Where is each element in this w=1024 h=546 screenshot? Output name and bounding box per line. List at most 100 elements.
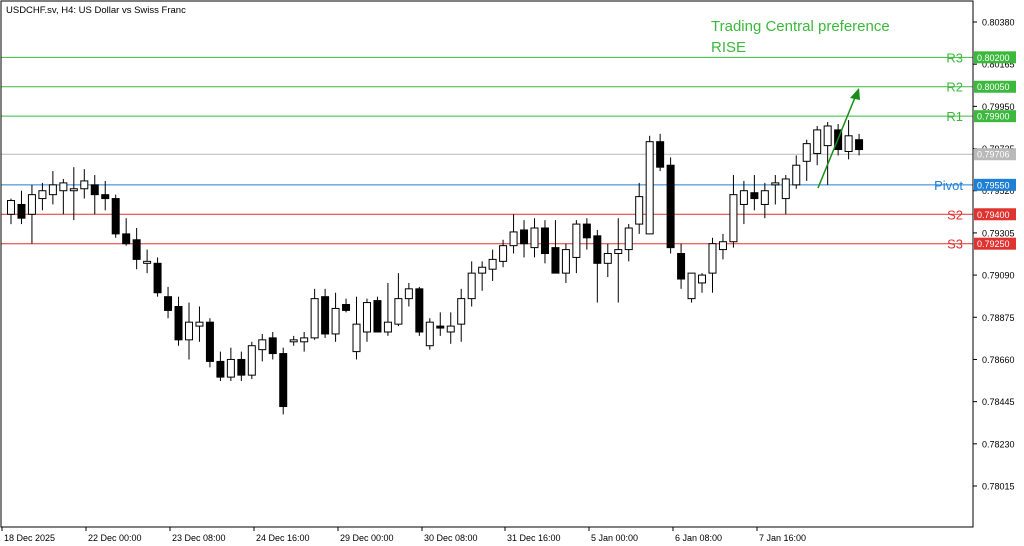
candle <box>80 169 89 199</box>
candle <box>383 282 392 336</box>
candle <box>792 155 801 189</box>
candle-body <box>781 178 790 200</box>
candle <box>279 347 288 415</box>
candle-body <box>855 139 864 151</box>
candle <box>69 167 78 221</box>
y-tick-label: 0.78660 <box>982 355 1015 365</box>
candle-body <box>69 188 78 192</box>
candle <box>467 261 476 307</box>
level-price-tag <box>974 237 1016 250</box>
candle <box>708 237 717 293</box>
candle <box>603 243 612 278</box>
candle <box>718 233 727 260</box>
candle-body <box>771 182 780 186</box>
candle-body <box>467 272 476 300</box>
candle-body <box>174 305 183 341</box>
candle <box>300 331 309 352</box>
candle <box>446 312 455 344</box>
candle-body <box>708 243 717 274</box>
candle-body <box>792 164 801 186</box>
candle-body <box>321 296 330 335</box>
candle-body <box>729 194 738 243</box>
candle <box>561 243 570 283</box>
candle <box>530 218 539 258</box>
current-price-label: 0.79706 <box>977 150 1010 160</box>
x-tick-label: 31 Dec 16:00 <box>507 533 561 543</box>
y-tick-label: 0.79305 <box>982 228 1015 238</box>
candle-body <box>844 135 853 152</box>
candle-body <box>164 296 173 311</box>
level-price-label: 0.79250 <box>977 239 1010 249</box>
candle-body <box>415 288 424 333</box>
y-tick-label: 0.79520 <box>982 186 1015 196</box>
level-price-tag <box>974 80 1016 93</box>
candle <box>59 178 68 215</box>
candle-body <box>268 337 277 355</box>
candle-body <box>38 190 47 200</box>
candle <box>478 261 487 291</box>
candle <box>760 182 769 219</box>
x-tick-label: 24 Dec 16:00 <box>256 533 310 543</box>
candle <box>342 298 351 313</box>
candle-body <box>677 253 686 280</box>
candle-body <box>802 143 811 162</box>
candle-body <box>111 198 120 235</box>
candle <box>488 249 497 281</box>
candle <box>823 122 832 185</box>
candle <box>268 331 277 360</box>
candle <box>404 282 413 307</box>
preference-title: Trading Central preference <box>711 18 890 35</box>
candle-body <box>823 125 832 147</box>
level-price-label: 0.80050 <box>977 82 1010 92</box>
candle-body <box>226 358 235 378</box>
candle <box>436 312 445 336</box>
candle-body <box>739 190 748 205</box>
candle <box>582 218 591 250</box>
candle <box>122 218 131 246</box>
candle <box>624 224 633 262</box>
candle-body <box>593 235 602 264</box>
candle <box>310 288 319 340</box>
level-price-tag <box>974 51 1016 64</box>
x-tick-label: 22 Dec 00:00 <box>88 533 142 543</box>
candle <box>205 318 214 368</box>
x-tick-label: 23 Dec 08:00 <box>172 533 226 543</box>
candle-body <box>478 266 487 274</box>
candle <box>331 292 340 342</box>
candle-body <box>404 288 413 300</box>
candle <box>247 341 256 380</box>
candle <box>321 288 330 338</box>
candle-body <box>59 182 68 192</box>
candle <box>509 214 518 254</box>
level-price-tag <box>974 178 1016 191</box>
candle-body <box>457 298 466 325</box>
candle <box>27 184 36 244</box>
candle <box>687 272 696 303</box>
x-tick-label: 7 Jan 16:00 <box>759 533 806 543</box>
candle-body <box>310 298 319 339</box>
candle-body <box>394 298 403 325</box>
candle-body <box>561 249 570 274</box>
candle-body <box>436 325 445 329</box>
candle <box>195 306 204 342</box>
candle <box>666 157 675 254</box>
candle-body <box>645 141 654 235</box>
candle-body <box>300 337 309 343</box>
candle <box>750 175 759 211</box>
candle <box>855 133 864 156</box>
candle-body <box>530 227 539 249</box>
candle <box>457 288 466 342</box>
level-name-r2: R2 <box>946 80 963 95</box>
candle-body <box>373 300 382 333</box>
x-tick-label: 29 Dec 00:00 <box>340 533 394 543</box>
candle <box>394 273 403 327</box>
candle <box>17 190 26 225</box>
candle <box>7 198 15 225</box>
candle <box>174 296 183 346</box>
candle <box>111 194 120 238</box>
candle-body <box>90 184 99 196</box>
candle <box>572 220 581 274</box>
candle <box>38 182 47 211</box>
